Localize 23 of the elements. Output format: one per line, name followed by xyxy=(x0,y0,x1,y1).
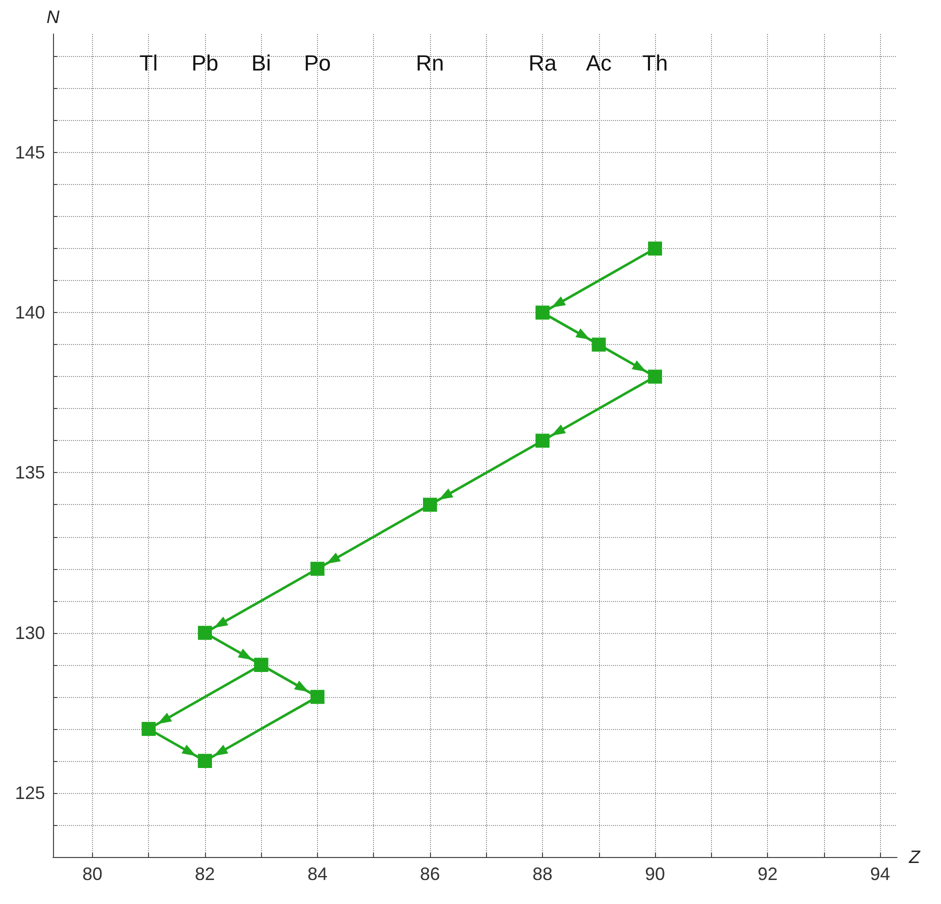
x-tick-label: 88 xyxy=(532,864,553,884)
y-tick-label: 125 xyxy=(14,782,45,803)
annotation: Tl xyxy=(139,50,158,76)
annotation: Bi xyxy=(251,50,271,76)
annotation: Pb xyxy=(191,50,218,76)
y-tick-label: 145 xyxy=(14,142,45,162)
annotation: Po xyxy=(304,50,331,76)
x-tick-label: 86 xyxy=(420,864,440,884)
annotation: Ac xyxy=(586,50,612,76)
y-tick-label: 140 xyxy=(14,302,45,323)
x-tick-label: 90 xyxy=(645,864,666,884)
x-axis-title: Z xyxy=(908,847,921,867)
annotation: Th xyxy=(642,50,668,76)
y-tick-label: 130 xyxy=(14,622,45,643)
x-tick-label: 80 xyxy=(82,864,102,884)
annotation: Ra xyxy=(528,50,558,76)
y-tick-label: 135 xyxy=(14,462,45,483)
x-tick-label: 94 xyxy=(870,864,890,884)
x-tick-label: 92 xyxy=(758,864,778,884)
x-tick-label: 84 xyxy=(307,864,328,884)
annotation: Rn xyxy=(416,50,444,76)
y-axis-title: N xyxy=(46,7,60,27)
x-tick-label: 82 xyxy=(194,864,215,884)
